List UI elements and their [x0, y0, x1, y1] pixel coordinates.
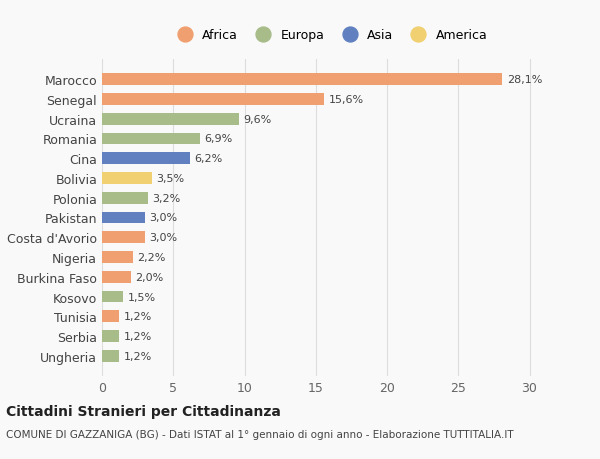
Bar: [102, 113, 239, 125]
Text: 6,9%: 6,9%: [205, 134, 233, 144]
Bar: [102, 192, 148, 204]
Bar: [102, 74, 502, 86]
Bar: [102, 173, 152, 185]
Bar: [102, 271, 131, 283]
Text: 3,2%: 3,2%: [152, 193, 180, 203]
Text: 2,2%: 2,2%: [137, 252, 166, 263]
Text: 3,0%: 3,0%: [149, 233, 177, 243]
Bar: [102, 350, 119, 362]
Bar: [102, 133, 200, 145]
Bar: [102, 212, 145, 224]
Bar: [102, 153, 190, 165]
Bar: [102, 311, 119, 323]
Text: COMUNE DI GAZZANIGA (BG) - Dati ISTAT al 1° gennaio di ogni anno - Elaborazione : COMUNE DI GAZZANIGA (BG) - Dati ISTAT al…: [6, 429, 514, 439]
Text: 3,0%: 3,0%: [149, 213, 177, 223]
Text: 1,2%: 1,2%: [124, 331, 152, 341]
Bar: [102, 291, 124, 303]
Bar: [102, 330, 119, 342]
Legend: Africa, Europa, Asia, America: Africa, Europa, Asia, America: [169, 25, 491, 45]
Text: 1,2%: 1,2%: [124, 351, 152, 361]
Text: 9,6%: 9,6%: [243, 114, 271, 124]
Bar: [102, 252, 133, 263]
Bar: [102, 232, 145, 244]
Text: 15,6%: 15,6%: [329, 95, 364, 105]
Text: Cittadini Stranieri per Cittadinanza: Cittadini Stranieri per Cittadinanza: [6, 404, 281, 419]
Text: 28,1%: 28,1%: [507, 75, 542, 85]
Text: 1,5%: 1,5%: [128, 292, 156, 302]
Text: 3,5%: 3,5%: [156, 174, 184, 184]
Bar: [102, 94, 325, 106]
Text: 2,0%: 2,0%: [135, 272, 163, 282]
Text: 6,2%: 6,2%: [194, 154, 223, 164]
Text: 1,2%: 1,2%: [124, 312, 152, 322]
